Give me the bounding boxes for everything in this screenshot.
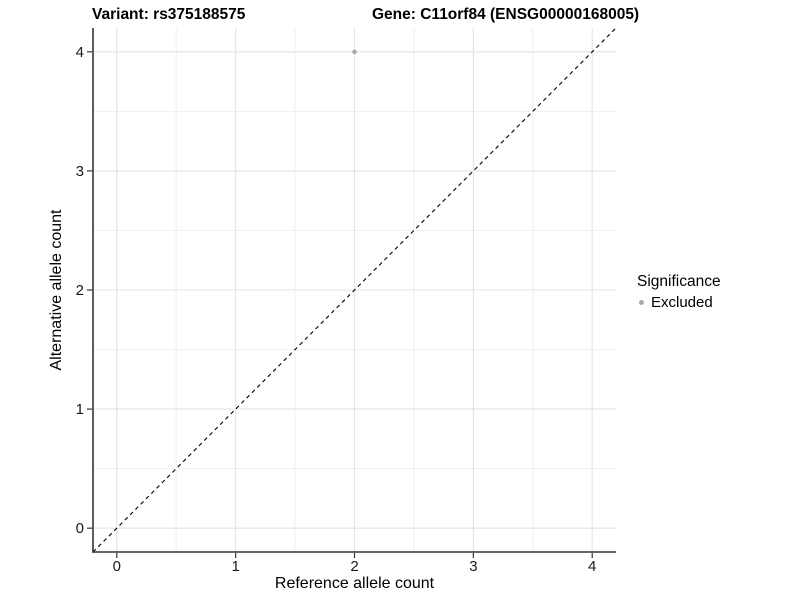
y-tick-label: 1: [76, 401, 84, 418]
x-tick-label: 3: [469, 558, 477, 575]
x-tick-label: 4: [588, 558, 596, 575]
y-tick-label: 4: [76, 44, 84, 61]
y-axis-title: Alternative allele count: [48, 209, 65, 371]
x-tick-label: 0: [113, 558, 121, 575]
y-tick-label: 3: [76, 163, 84, 180]
legend: Significance Excluded: [637, 272, 721, 312]
x-tick-label: 1: [231, 558, 239, 575]
legend-point-icon: [639, 300, 644, 305]
x-axis-title: Reference allele count: [274, 575, 435, 592]
y-tick-label: 0: [76, 520, 84, 537]
data-point-excluded: [352, 49, 357, 55]
identity-reference-line: [92, 27, 617, 553]
legend-item-excluded: Excluded: [637, 293, 721, 312]
legend-title: Significance: [637, 273, 721, 290]
x-tick-label: 2: [350, 558, 358, 575]
y-tick-label: 2: [76, 282, 84, 299]
legend-item-label: Excluded: [651, 294, 713, 311]
plot-title-variant: Variant: rs375188575: [92, 6, 246, 23]
plot-title-gene: Gene: C11orf84 (ENSG00000168005): [372, 6, 640, 23]
